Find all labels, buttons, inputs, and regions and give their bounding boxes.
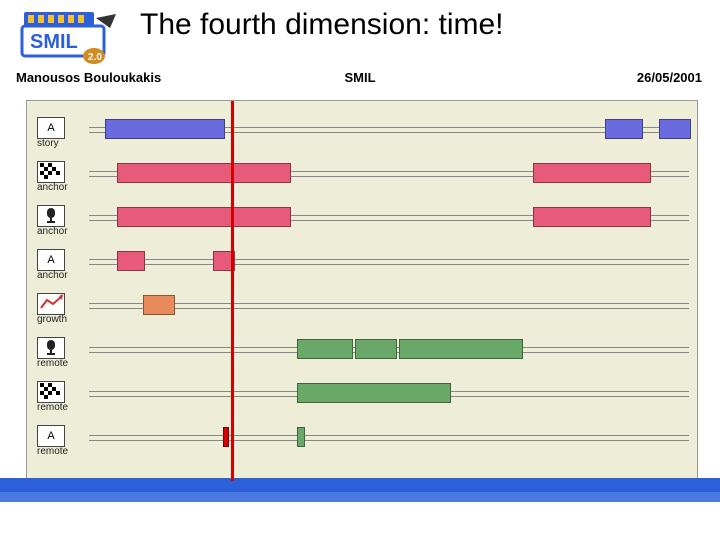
timeline-bar[interactable] — [659, 119, 691, 139]
footer-stripe-1 — [0, 478, 720, 492]
timeline-track: remote — [27, 377, 697, 413]
track-icon: A — [37, 249, 65, 271]
playhead[interactable] — [231, 101, 234, 481]
svg-text:2.0: 2.0 — [88, 52, 102, 63]
timeline-bar[interactable] — [117, 251, 145, 271]
track-label: anchor — [37, 270, 68, 281]
track-label: remote — [37, 402, 68, 413]
footer-stripe-2 — [0, 492, 720, 502]
timeline-bar[interactable] — [297, 383, 451, 403]
timeline-bar[interactable] — [117, 207, 291, 227]
timeline-bar[interactable] — [105, 119, 225, 139]
slide-title: The fourth dimension: time! — [140, 8, 700, 42]
timeline-bar[interactable] — [117, 163, 291, 183]
timeline-track: growth — [27, 289, 697, 325]
timeline-bar[interactable] — [297, 339, 353, 359]
track-label: story — [37, 138, 59, 149]
timeline-track: anchor — [27, 201, 697, 237]
footer-stripe-3 — [0, 502, 720, 520]
track-icon: A — [37, 117, 65, 139]
timeline-bar[interactable] — [533, 163, 651, 183]
timeline-bar[interactable] — [297, 427, 305, 447]
svg-text:SMIL: SMIL — [30, 31, 78, 53]
track-rail — [89, 435, 689, 441]
track-icon — [37, 293, 65, 315]
footer-band — [0, 478, 720, 520]
timeline-bar[interactable] — [355, 339, 397, 359]
track-label: growth — [37, 314, 67, 325]
timeline-track: anchor — [27, 157, 697, 193]
timeline-bar[interactable] — [605, 119, 643, 139]
timeline-track: Aremote — [27, 421, 697, 457]
track-icon — [37, 337, 65, 359]
date-label: 26/05/2001 — [637, 70, 702, 85]
info-bar: Manousos Bouloukakis SMIL 26/05/2001 — [0, 68, 720, 92]
track-rail — [89, 259, 689, 265]
track-rail — [89, 303, 689, 309]
track-icon: A — [37, 425, 65, 447]
track-label: remote — [37, 446, 68, 457]
smil-logo: SMIL 2.0 — [18, 8, 118, 66]
slide: SMIL 2.0 The fourth dimension: time! Man… — [0, 0, 720, 540]
timeline-track: remote — [27, 333, 697, 369]
track-label: anchor — [37, 182, 68, 193]
track-icon — [37, 381, 65, 403]
track-icon — [37, 161, 65, 183]
track-icon — [37, 205, 65, 227]
app-label: SMIL — [0, 70, 720, 85]
track-label: remote — [37, 358, 68, 369]
timeline-track: Aanchor — [27, 245, 697, 281]
timeline-bar[interactable] — [223, 427, 229, 447]
timeline-bar[interactable] — [143, 295, 175, 315]
timeline-bar[interactable] — [533, 207, 651, 227]
timeline-track: Astory — [27, 113, 697, 149]
track-label: anchor — [37, 226, 68, 237]
timeline-panel: AstoryanchoranchorAanchorgrowthremoterem… — [26, 100, 698, 482]
timeline-bar[interactable] — [399, 339, 523, 359]
